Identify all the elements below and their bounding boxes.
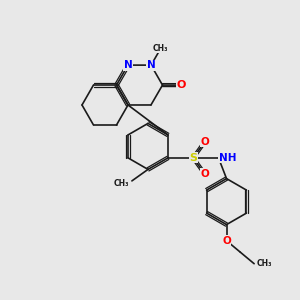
- Text: NH: NH: [218, 153, 236, 163]
- Text: O: O: [200, 137, 209, 147]
- Text: N: N: [124, 60, 132, 70]
- Text: CH₃: CH₃: [153, 44, 169, 53]
- Text: O: O: [176, 80, 186, 90]
- Text: N: N: [147, 60, 155, 70]
- Text: O: O: [222, 236, 231, 246]
- Text: CH₃: CH₃: [257, 259, 273, 268]
- Text: O: O: [200, 169, 209, 179]
- Text: S: S: [189, 153, 197, 163]
- Text: CH₃: CH₃: [113, 179, 129, 188]
